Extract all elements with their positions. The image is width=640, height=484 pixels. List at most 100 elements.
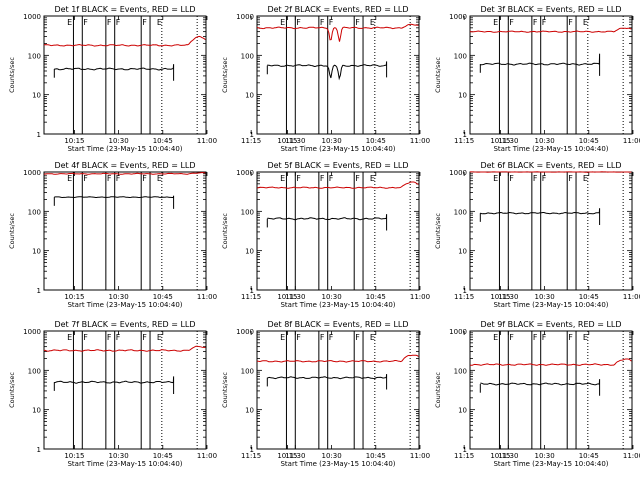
marker-label: F	[116, 174, 121, 183]
marker-label: E	[583, 18, 588, 27]
events-series-line	[54, 196, 173, 209]
y-tick-label: 1	[250, 446, 254, 454]
y-tick-label: 10	[32, 407, 41, 415]
plot-frame	[257, 172, 419, 290]
marker-label: F	[107, 174, 112, 183]
marker-label: E	[583, 174, 588, 183]
y-tick-label: 100	[241, 367, 254, 375]
lld-series-line	[470, 28, 631, 32]
marker-label: F	[83, 333, 88, 342]
lld-series-line	[44, 173, 205, 175]
x-tick-label: 10:15	[490, 137, 510, 145]
x-axis-label: Start Time (23-May-15 10:04:40)	[493, 460, 608, 468]
events-series-line	[54, 64, 173, 81]
y-tick-label: 10	[458, 407, 467, 415]
events-series-line	[480, 54, 599, 76]
marker-label: F	[320, 333, 325, 342]
x-tick-label: 11:00	[197, 452, 217, 460]
events-series-line	[480, 208, 599, 225]
y-tick-label: 1	[250, 287, 254, 295]
marker-label: F	[542, 174, 547, 183]
marker-label: F	[533, 174, 538, 183]
detector-panel: Det 7f BLACK = Events, RED = LLD11010010…	[8, 320, 305, 468]
events-series-line	[54, 376, 173, 394]
marker-label: F	[533, 18, 538, 27]
y-axis-label: Counts/sec	[434, 372, 442, 408]
y-tick-label: 1	[250, 131, 254, 139]
marker-label: F	[355, 333, 360, 342]
marker-label: F	[509, 333, 514, 342]
marker-label: E	[493, 174, 498, 183]
marker-label: E	[493, 18, 498, 27]
x-tick-label: 10:15	[277, 293, 297, 301]
plot-frame	[470, 172, 632, 290]
x-tick-label: 10:15	[490, 293, 510, 301]
chart-title: Det 1f BLACK = Events, RED = LLD	[54, 5, 195, 14]
x-axis-label: Start Time (23-May-15 10:04:40)	[67, 145, 182, 153]
chart-title: Det 5f BLACK = Events, RED = LLD	[267, 161, 408, 170]
y-tick-label: 1000	[449, 169, 467, 177]
x-tick-label: 10:15	[277, 137, 297, 145]
y-tick-label: 1000	[236, 169, 254, 177]
chart-title: Det 6f BLACK = Events, RED = LLD	[480, 161, 621, 170]
marker-label: E	[280, 174, 285, 183]
y-tick-label: 100	[28, 367, 41, 375]
marker-label: F	[142, 333, 147, 342]
x-tick-label: 10:45	[579, 137, 599, 145]
marker-label: F	[355, 18, 360, 27]
y-tick-label: 10	[245, 92, 254, 100]
x-tick-label: 10:45	[153, 137, 173, 145]
x-tick-label: 10:30	[109, 452, 129, 460]
y-tick-label: 100	[241, 52, 254, 60]
x-tick-label: 10:30	[535, 452, 555, 460]
x-tick-label: 10:45	[153, 293, 173, 301]
x-axis-label: Start Time (23-May-15 10:04:40)	[67, 301, 182, 309]
marker-label: E	[67, 174, 72, 183]
lld-series-line	[44, 346, 205, 351]
marker-label: F	[355, 174, 360, 183]
y-axis-label: Counts/sec	[8, 57, 16, 93]
marker-label: F	[329, 174, 334, 183]
marker-label: F	[296, 333, 301, 342]
marker-label: E	[493, 333, 498, 342]
y-tick-label: 1	[37, 131, 41, 139]
events-series-line	[267, 214, 386, 230]
marker-label: F	[533, 333, 538, 342]
marker-label: F	[83, 174, 88, 183]
lld-series-line	[470, 359, 631, 365]
marker-label: F	[509, 18, 514, 27]
y-axis-label: Counts/sec	[434, 57, 442, 93]
y-tick-label: 1	[463, 287, 467, 295]
y-tick-label: 100	[454, 208, 467, 216]
x-tick-label: 10:15	[64, 137, 84, 145]
y-tick-label: 10	[458, 92, 467, 100]
y-tick-label: 1	[37, 287, 41, 295]
y-axis-label: Counts/sec	[8, 213, 16, 249]
marker-label: E	[370, 174, 375, 183]
marker-label: F	[568, 18, 573, 27]
x-tick-label: 10:45	[366, 293, 386, 301]
plot-frame	[44, 331, 206, 449]
lld-series-line	[257, 355, 418, 362]
x-axis-label: Start Time (23-May-15 10:04:40)	[280, 460, 395, 468]
y-axis-label: Counts/sec	[221, 57, 229, 93]
lld-series-line	[44, 36, 205, 46]
x-tick-label: 10:15	[277, 452, 297, 460]
chart-title: Det 3f BLACK = Events, RED = LLD	[480, 5, 621, 14]
x-tick-label: 10:30	[109, 137, 129, 145]
y-tick-label: 100	[454, 367, 467, 375]
detector-panel: Det 9f BLACK = Events, RED = LLD11010010…	[434, 320, 640, 468]
chart-title: Det 8f BLACK = Events, RED = LLD	[267, 320, 408, 329]
y-tick-label: 1000	[236, 328, 254, 336]
x-axis-label: Start Time (23-May-15 10:04:40)	[67, 460, 182, 468]
plot-frame	[257, 331, 419, 449]
y-tick-label: 100	[241, 208, 254, 216]
marker-label: E	[67, 18, 72, 27]
plot-frame	[44, 16, 206, 134]
x-tick-label: 10:30	[535, 137, 555, 145]
events-series-line	[267, 374, 386, 389]
x-tick-label: 10:45	[366, 452, 386, 460]
y-tick-label: 10	[245, 248, 254, 256]
